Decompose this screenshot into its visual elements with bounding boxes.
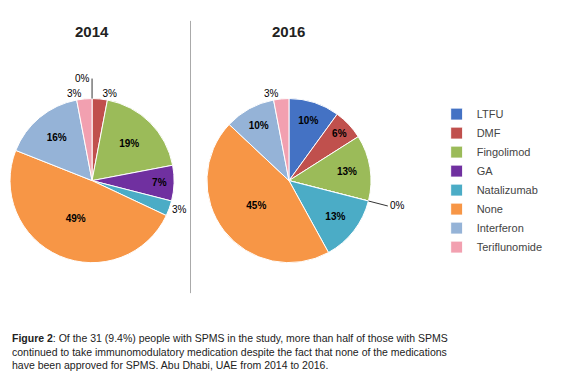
svg-text:13%: 13% <box>325 211 345 222</box>
svg-text:45%: 45% <box>246 200 266 211</box>
svg-text:13%: 13% <box>337 166 357 177</box>
svg-text:Figure 2: Of the 31 (9.4%) peo: Figure 2: Of the 31 (9.4%) people with S… <box>12 332 448 371</box>
svg-text:16%: 16% <box>47 132 67 143</box>
svg-text:3%: 3% <box>264 88 279 99</box>
svg-text:GA: GA <box>477 165 494 177</box>
svg-text:None: None <box>477 203 503 215</box>
svg-text:3%: 3% <box>172 204 187 215</box>
svg-text:Interferon: Interferon <box>477 222 524 234</box>
svg-text:0%: 0% <box>390 200 405 211</box>
svg-text:2014: 2014 <box>75 23 109 40</box>
svg-text:19%: 19% <box>119 138 139 149</box>
svg-text:Fingolimod: Fingolimod <box>477 146 531 158</box>
svg-text:3%: 3% <box>103 88 118 99</box>
svg-text:LTFU: LTFU <box>477 108 504 120</box>
svg-text:7%: 7% <box>152 177 167 188</box>
svg-text:0%: 0% <box>75 73 90 84</box>
svg-text:10%: 10% <box>298 115 318 126</box>
svg-text:Teriflunomide: Teriflunomide <box>477 241 542 253</box>
svg-text:49%: 49% <box>66 213 86 224</box>
svg-text:10%: 10% <box>249 120 269 131</box>
svg-text:2016: 2016 <box>272 23 305 40</box>
svg-text:Natalizumab: Natalizumab <box>477 184 538 196</box>
svg-text:3%: 3% <box>67 88 82 99</box>
svg-text:DMF: DMF <box>477 127 501 139</box>
svg-text:6%: 6% <box>332 128 347 139</box>
